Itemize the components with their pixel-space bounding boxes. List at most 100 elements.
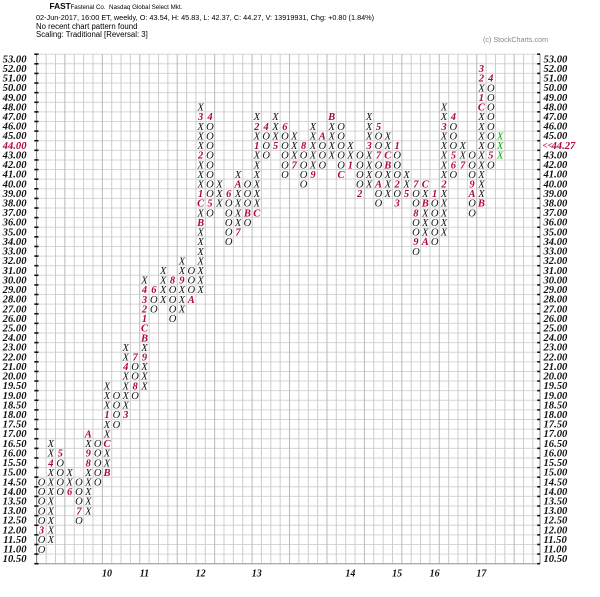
svg-text:X: X (122, 343, 130, 354)
svg-text:X: X (271, 131, 279, 142)
svg-text:X: X (309, 160, 317, 171)
svg-text:X: X (234, 208, 242, 219)
svg-text:O: O (169, 314, 177, 325)
svg-text:30.00: 30.00 (2, 275, 28, 286)
svg-text:5: 5 (207, 199, 212, 210)
svg-text:8: 8 (86, 458, 92, 469)
svg-text:X: X (327, 151, 335, 162)
svg-text:13.50: 13.50 (544, 497, 569, 508)
svg-text:O: O (206, 141, 214, 152)
svg-text:17: 17 (476, 569, 487, 580)
svg-text:X: X (421, 208, 429, 219)
svg-text:16.00: 16.00 (3, 448, 28, 459)
svg-text:7: 7 (460, 160, 466, 171)
svg-text:39.00: 39.00 (543, 189, 569, 200)
svg-text:1: 1 (198, 189, 203, 200)
svg-text:X: X (384, 141, 392, 152)
svg-text:X: X (234, 199, 242, 210)
svg-text:O: O (356, 179, 364, 190)
svg-text:X: X (103, 381, 111, 392)
svg-text:7: 7 (413, 179, 419, 190)
svg-text:O: O (337, 141, 345, 152)
svg-text:O: O (468, 199, 476, 210)
svg-text:X: X (159, 295, 167, 306)
svg-text:X: X (477, 131, 485, 142)
svg-text:41.00: 41.00 (2, 170, 28, 181)
svg-text:8: 8 (132, 381, 138, 392)
svg-text:19.50: 19.50 (544, 381, 569, 392)
svg-text:X: X (159, 285, 167, 296)
svg-text:X: X (215, 199, 223, 210)
svg-text:O: O (206, 122, 214, 133)
svg-text:6: 6 (226, 189, 232, 200)
svg-text:53.00: 53.00 (544, 54, 569, 65)
svg-text:17.50: 17.50 (3, 420, 28, 431)
svg-text:X: X (440, 160, 448, 171)
svg-text:X: X (365, 170, 373, 181)
svg-text:X: X (290, 151, 298, 162)
svg-text:C: C (422, 179, 430, 190)
svg-text:13.00: 13.00 (3, 506, 28, 517)
svg-text:O: O (56, 458, 64, 469)
svg-text:19.50: 19.50 (3, 381, 28, 392)
svg-text:12.50: 12.50 (3, 516, 28, 527)
svg-text:O: O (412, 228, 420, 239)
svg-text:O: O (169, 295, 177, 306)
svg-text:X: X (47, 439, 55, 450)
svg-text:2: 2 (253, 122, 260, 133)
svg-text:X: X (440, 228, 448, 239)
svg-text:C: C (384, 151, 392, 162)
svg-text:35.00: 35.00 (2, 227, 28, 238)
svg-text:4: 4 (263, 122, 269, 133)
svg-text:O: O (468, 151, 476, 162)
svg-text:16: 16 (430, 569, 440, 580)
svg-text:O: O (75, 497, 83, 508)
svg-text:2: 2 (478, 74, 485, 85)
svg-text:50.00: 50.00 (3, 83, 28, 94)
svg-text:X: X (346, 141, 354, 152)
svg-text:X: X (196, 285, 204, 296)
svg-text:C: C (141, 324, 149, 335)
svg-text:45.00: 45.00 (2, 131, 28, 142)
svg-text:O: O (487, 83, 495, 94)
svg-text:X: X (196, 237, 204, 248)
svg-text:16.50: 16.50 (544, 439, 569, 450)
svg-text:3: 3 (141, 295, 147, 306)
svg-text:10.50: 10.50 (3, 554, 28, 565)
svg-text:X: X (140, 372, 148, 383)
svg-text:O: O (94, 449, 102, 460)
svg-text:X: X (196, 160, 204, 171)
svg-text:X: X (365, 179, 373, 190)
svg-text:X: X (365, 160, 373, 171)
svg-text:Fastenal Co. Nasdaq Global Se: Fastenal Co. Nasdaq Global Select Mkt. (71, 4, 183, 11)
svg-text:O: O (337, 131, 345, 142)
svg-text:3: 3 (440, 122, 446, 133)
svg-text:O: O (450, 141, 458, 152)
svg-text:31.00: 31.00 (543, 266, 569, 277)
svg-text:X: X (440, 199, 448, 210)
svg-text:40.00: 40.00 (543, 179, 569, 190)
svg-text:23.00: 23.00 (2, 343, 28, 354)
svg-text:X: X (271, 112, 279, 123)
svg-text:O: O (450, 122, 458, 133)
svg-text:X: X (140, 381, 148, 392)
svg-text:X: X (253, 151, 261, 162)
svg-text:B: B (327, 112, 335, 123)
svg-text:X: X (477, 179, 485, 190)
svg-text:48.00: 48.00 (2, 102, 28, 113)
svg-text:O: O (131, 391, 139, 402)
svg-text:O: O (281, 131, 289, 142)
svg-text:O: O (225, 237, 233, 248)
svg-text:23.00: 23.00 (543, 343, 569, 354)
svg-text:O: O (375, 199, 383, 210)
svg-text:O: O (75, 516, 83, 527)
svg-text:O: O (56, 477, 64, 488)
svg-text:48.00: 48.00 (543, 102, 569, 113)
svg-text:X: X (496, 131, 504, 142)
svg-text:X: X (47, 468, 55, 479)
svg-text:No recent chart pattern found: No recent chart pattern found (36, 22, 137, 31)
svg-text:X: X (178, 295, 186, 306)
svg-text:X: X (440, 189, 448, 200)
svg-text:22.00: 22.00 (2, 352, 28, 363)
svg-text:O: O (113, 401, 121, 412)
